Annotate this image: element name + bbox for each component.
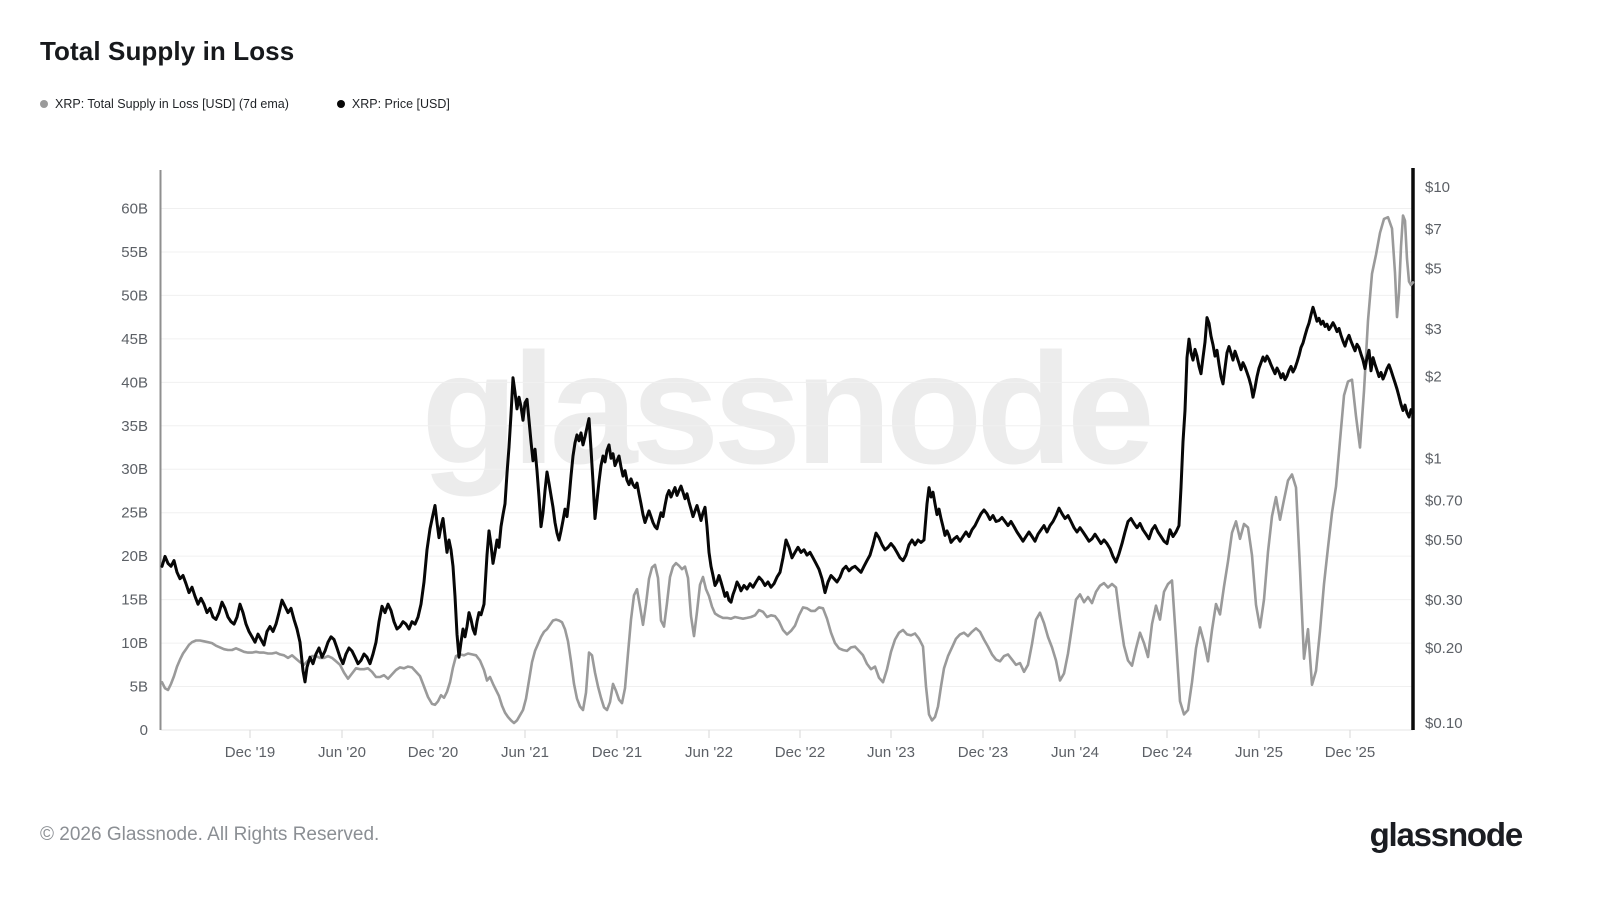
right-axis-tick-label: $0.70: [1425, 492, 1463, 509]
chart-legend: XRP: Total Supply in Loss [USD] (7d ema)…: [40, 96, 450, 112]
right-axis-tick-label: $0.20: [1425, 640, 1463, 657]
page-title: Total Supply in Loss: [40, 36, 295, 66]
left-axis-tick-label: 10B: [121, 635, 148, 652]
x-axis-tick-label: Jun '20: [318, 744, 366, 761]
right-axis-tick-label: $0.10: [1425, 715, 1463, 732]
glassnode-watermark: glassnode: [421, 321, 1154, 497]
right-axis-tick-label: $10: [1425, 179, 1450, 196]
x-axis-tick-label: Jun '24: [1051, 744, 1099, 761]
left-axis-tick-label: 25B: [121, 505, 148, 522]
glassnode-logo: glassnode: [1369, 816, 1524, 853]
x-axis-tick-label: Jun '22: [685, 744, 733, 761]
right-axis-tick-label: $1: [1425, 450, 1442, 467]
legend-label: XRP: Total Supply in Loss [USD] (7d ema): [55, 97, 289, 111]
right-axis-tick-label: $0.30: [1425, 592, 1463, 609]
x-axis-tick-label: Dec '25: [1325, 744, 1375, 761]
x-axis-tick-label: Jun '23: [867, 744, 915, 761]
x-axis-tick-label: Dec '22: [775, 744, 825, 761]
left-axis-tick-label: 5B: [130, 679, 148, 696]
copyright-text: © 2026 Glassnode. All Rights Reserved.: [40, 824, 380, 845]
price-line: [160, 305, 1415, 684]
left-axis-tick-label: 55B: [121, 244, 148, 261]
right-axis-tick-label: $3: [1425, 321, 1442, 338]
right-axis-tick-label: $7: [1425, 221, 1442, 238]
x-axis-tick-label: Jun '21: [501, 744, 549, 761]
left-axis-tick-label: 35B: [121, 418, 148, 435]
x-axis-tick-label: Dec '20: [408, 744, 458, 761]
supply-in-loss-legend-dot-icon: [40, 100, 48, 108]
x-axis-tick-label: Dec '21: [592, 744, 642, 761]
right-axis-tick-label: $0.50: [1425, 532, 1463, 549]
supply-in-loss-line: [160, 214, 1415, 725]
x-axis-tick-label: Jun '25: [1235, 744, 1283, 761]
legend-item-supply-in-loss[interactable]: XRP: Total Supply in Loss [USD] (7d ema): [40, 97, 289, 111]
x-axis-tick-label: Dec '19: [225, 744, 275, 761]
price-legend-dot-icon: [336, 100, 345, 108]
left-axis-tick-label: 20B: [121, 548, 148, 565]
left-axis-tick-label: 0: [140, 722, 148, 739]
left-axis-tick-label: 15B: [121, 592, 148, 609]
left-axis-tick-label: 40B: [121, 374, 148, 391]
x-axis-tick-label: Dec '23: [958, 744, 1008, 761]
left-axis-tick-label: 30B: [121, 461, 148, 478]
left-axis-tick-label: 60B: [121, 200, 148, 217]
x-axis-tick-label: Dec '24: [1142, 744, 1192, 761]
right-axis-tick-label: $5: [1425, 261, 1442, 278]
legend-label: XRP: Price [USD]: [351, 97, 450, 111]
left-axis-tick-label: 45B: [121, 331, 148, 348]
legend-item-price[interactable]: XRP: Price [USD]: [336, 97, 450, 111]
right-axis-tick-label: $2: [1425, 369, 1442, 386]
left-axis-tick-label: 50B: [121, 287, 148, 304]
